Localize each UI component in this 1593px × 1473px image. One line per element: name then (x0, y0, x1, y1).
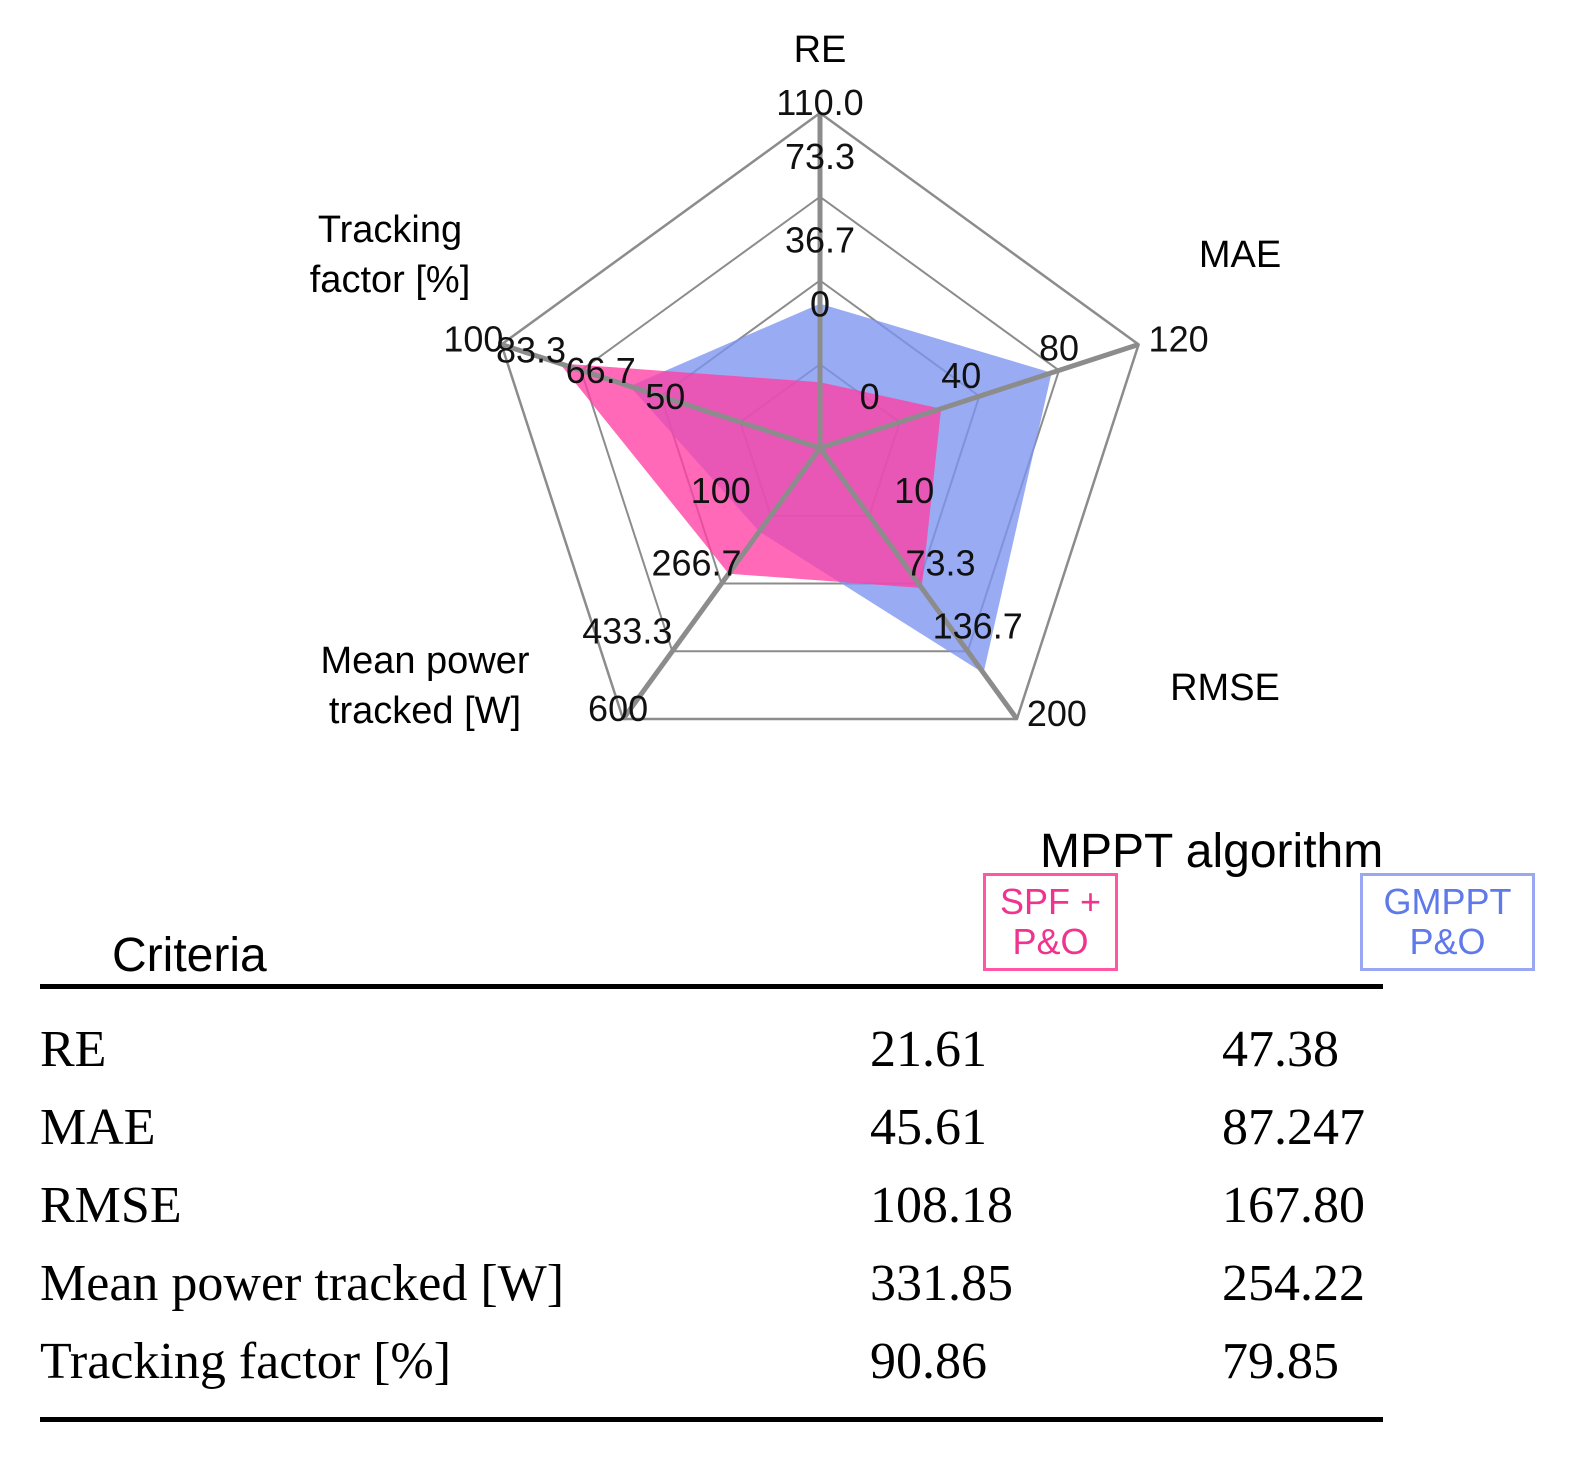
series-area-spf-p-o (559, 363, 942, 588)
criterion-cell: Tracking factor [%] (40, 1333, 452, 1390)
spf-value-cell: 45.61 (870, 1099, 987, 1156)
axis-title: RE (794, 29, 847, 71)
axis-spoke (500, 342, 821, 451)
grid-ring (579, 195, 1061, 653)
legend-spf-line1: SPF + (999, 881, 1102, 922)
table-row: RE 21.61 47.38 (0, 1020, 1593, 1096)
axis-spoke (819, 342, 1140, 451)
tick-label: 0 (860, 376, 880, 417)
legend-gmppt-line1: GMPPT (1383, 881, 1512, 922)
tick-label: 36.7 (785, 220, 855, 261)
results-table: MPPT algorithm Criteria SPF + P&O GMPPT … (0, 800, 1593, 1473)
tick-label: 136.7 (933, 605, 1023, 646)
tick-label: 80 (1039, 327, 1079, 368)
tick-label: 10 (894, 470, 934, 511)
mppt-algorithm-header: MPPT algorithm (1040, 825, 1384, 878)
axis-title: RMSE (1170, 667, 1280, 709)
tick-label: 40 (941, 355, 981, 396)
axis-spoke (817, 446, 1019, 721)
tick-label: 433.3 (582, 610, 672, 651)
table-bottom-rule (40, 1417, 1383, 1422)
radar-chart: 0 36.7 73.3 110.0 0 40 80 120 10 73.3 136.7 200 100 2… (310, 29, 1281, 734)
axis-title: MAE (1199, 234, 1281, 276)
tick-label: 83.3 (496, 329, 566, 370)
spf-value-cell: 90.86 (870, 1333, 987, 1390)
legend-gmppt-po: GMPPT P&O (1360, 873, 1535, 971)
tick-label: 100 (443, 319, 503, 360)
spf-value-cell: 331.85 (870, 1255, 1013, 1312)
tick-label: 0 (810, 283, 830, 324)
criterion-cell: RMSE (40, 1177, 182, 1234)
tick-label: 50 (645, 376, 685, 417)
table-row: MAE 45.61 87.247 (0, 1098, 1593, 1174)
spf-value-cell: 21.61 (870, 1021, 987, 1078)
tick-label: 66.7 (566, 350, 636, 391)
axis-title: factor [%] (310, 259, 471, 301)
axis-title: Tracking (318, 209, 462, 251)
table-top-rule (40, 984, 1383, 989)
tick-label: 600 (588, 688, 648, 729)
criterion-cell: MAE (40, 1099, 156, 1156)
grid-outer-ring (499, 111, 1141, 721)
criterion-cell: Mean power tracked [W] (40, 1255, 565, 1312)
tick-label: 266.7 (651, 543, 741, 584)
legend-spf-po: SPF + P&O (983, 873, 1118, 971)
gmppt-value-cell: 87.247 (1222, 1099, 1365, 1156)
axis-title: tracked [W] (329, 690, 521, 732)
criterion-cell: RE (40, 1021, 107, 1078)
tick-label: 73.3 (905, 543, 975, 584)
axis-spoke (621, 446, 823, 721)
criteria-header: Criteria (112, 929, 267, 982)
legend-spf-line2: P&O (1012, 921, 1089, 962)
tick-label: 200 (1027, 693, 1087, 734)
gmppt-value-cell: 79.85 (1222, 1333, 1339, 1390)
axis-title: Mean power (320, 640, 529, 682)
gmppt-value-cell: 47.38 (1222, 1021, 1339, 1078)
tick-label: 110.0 (776, 82, 863, 123)
table-row: Mean power tracked [W] 331.85 254.22 (0, 1254, 1593, 1330)
tick-label: 100 (691, 470, 751, 511)
tick-label: 73.3 (785, 136, 855, 177)
gmppt-value-cell: 254.22 (1222, 1255, 1365, 1312)
legend-gmppt-line2: P&O (1409, 921, 1486, 962)
gmppt-value-cell: 167.80 (1222, 1177, 1365, 1234)
table-row: RMSE 108.18 167.80 (0, 1176, 1593, 1252)
tick-label: 120 (1149, 319, 1209, 360)
table-row: Tracking factor [%] 90.86 79.85 (0, 1332, 1593, 1408)
spf-value-cell: 108.18 (870, 1177, 1013, 1234)
